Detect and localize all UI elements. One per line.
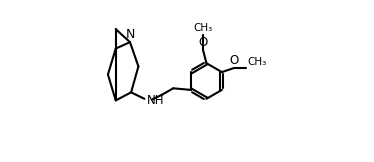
Text: N: N [125, 28, 135, 41]
Text: NH: NH [147, 94, 165, 107]
Text: O: O [229, 54, 238, 67]
Text: O: O [198, 36, 207, 49]
Text: CH₃: CH₃ [247, 57, 266, 67]
Text: CH₃: CH₃ [193, 23, 212, 33]
